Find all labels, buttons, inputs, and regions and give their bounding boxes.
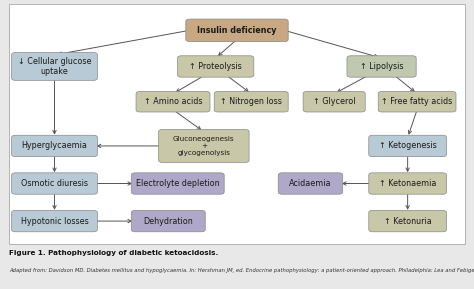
Text: Electrolyte depletion: Electrolyte depletion — [136, 179, 219, 188]
FancyBboxPatch shape — [11, 210, 98, 232]
Text: Insulin deficiency: Insulin deficiency — [197, 26, 277, 35]
Text: ↑ Free fatty acids: ↑ Free fatty acids — [382, 97, 453, 106]
FancyBboxPatch shape — [214, 91, 288, 112]
FancyBboxPatch shape — [131, 173, 224, 194]
FancyBboxPatch shape — [136, 91, 210, 112]
Text: Dehydration: Dehydration — [144, 216, 193, 226]
Text: ↑ Amino acids: ↑ Amino acids — [144, 97, 202, 106]
FancyBboxPatch shape — [158, 129, 249, 162]
Text: Osmotic diuresis: Osmotic diuresis — [21, 179, 88, 188]
Text: ↑ Ketonaemia: ↑ Ketonaemia — [379, 179, 437, 188]
Text: ↑ Proteolysis: ↑ Proteolysis — [189, 62, 242, 71]
Text: Gluconeogenesis
+
glycogenolysis: Gluconeogenesis + glycogenolysis — [173, 136, 235, 156]
Text: Hypotonic losses: Hypotonic losses — [21, 216, 88, 226]
FancyBboxPatch shape — [11, 173, 98, 194]
FancyBboxPatch shape — [11, 135, 98, 157]
FancyBboxPatch shape — [303, 91, 365, 112]
Text: Figure 1. Pathophysiology of diabetic ketoacidosis.: Figure 1. Pathophysiology of diabetic ke… — [9, 250, 219, 256]
Text: Adapted from: Davidson MD. Diabetes mellitus and hypoglycaemia. In: Hershman JM,: Adapted from: Davidson MD. Diabetes mell… — [9, 268, 474, 273]
Text: Acidaemia: Acidaemia — [289, 179, 332, 188]
FancyBboxPatch shape — [369, 173, 447, 194]
FancyBboxPatch shape — [11, 53, 98, 80]
FancyBboxPatch shape — [177, 56, 254, 77]
Text: ↑ Lipolysis: ↑ Lipolysis — [360, 62, 403, 71]
FancyBboxPatch shape — [369, 135, 447, 157]
FancyBboxPatch shape — [369, 210, 447, 232]
FancyBboxPatch shape — [278, 173, 343, 194]
Text: ↑ Nitrogen loss: ↑ Nitrogen loss — [220, 97, 282, 106]
FancyBboxPatch shape — [9, 4, 465, 244]
FancyBboxPatch shape — [378, 91, 456, 112]
Text: ↓ Cellular glucose
uptake: ↓ Cellular glucose uptake — [18, 57, 91, 76]
FancyBboxPatch shape — [131, 210, 205, 232]
Text: ↑ Ketogenesis: ↑ Ketogenesis — [379, 141, 437, 151]
FancyBboxPatch shape — [347, 56, 416, 77]
Text: Hyperglycaemia: Hyperglycaemia — [22, 141, 87, 151]
FancyBboxPatch shape — [186, 19, 288, 42]
Text: ↑ Glycerol: ↑ Glycerol — [313, 97, 356, 106]
Text: ↑ Ketonuria: ↑ Ketonuria — [384, 216, 431, 226]
